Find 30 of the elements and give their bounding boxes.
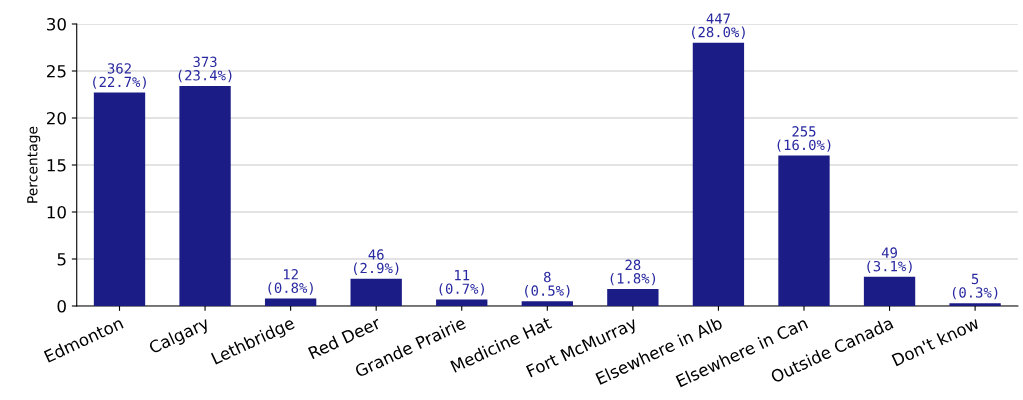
bar — [521, 301, 573, 306]
data-label: 8 (0.5%) — [525, 271, 570, 298]
y-tick-label: 30 — [47, 17, 66, 31]
y-axis-title: Percentage — [27, 126, 41, 203]
y-tick-label: 5 — [57, 253, 66, 266]
data-label: 28 (1.8%) — [610, 259, 656, 286]
data-label: 46 (2.9%) — [353, 249, 399, 275]
data-label: 255 (16.0%) — [777, 126, 831, 152]
y-tick-label: 10 — [47, 205, 66, 219]
y-tick-label: 0 — [57, 299, 66, 313]
bar — [863, 276, 916, 306]
bar — [607, 289, 659, 306]
bar — [778, 155, 830, 306]
data-label: 447 (28.0%) — [692, 13, 745, 39]
bar — [692, 42, 745, 306]
bar — [436, 299, 488, 306]
data-label: 12 (0.8%) — [268, 268, 313, 295]
data-label: 49 (3.1%) — [867, 247, 912, 274]
bar — [179, 86, 231, 306]
bar — [949, 303, 1001, 306]
bar — [350, 278, 402, 306]
data-label: 11 (0.7%) — [439, 270, 484, 296]
bar — [264, 298, 317, 306]
data-label: 373 (23.4%) — [178, 56, 232, 83]
y-tick-label: 25 — [47, 64, 66, 78]
y-tick-label: 15 — [47, 159, 66, 172]
data-label: 5 (0.3%) — [952, 273, 998, 300]
y-tick-label: 20 — [47, 111, 66, 125]
data-label: 362 (22.7%) — [93, 63, 146, 89]
bar — [93, 92, 146, 306]
